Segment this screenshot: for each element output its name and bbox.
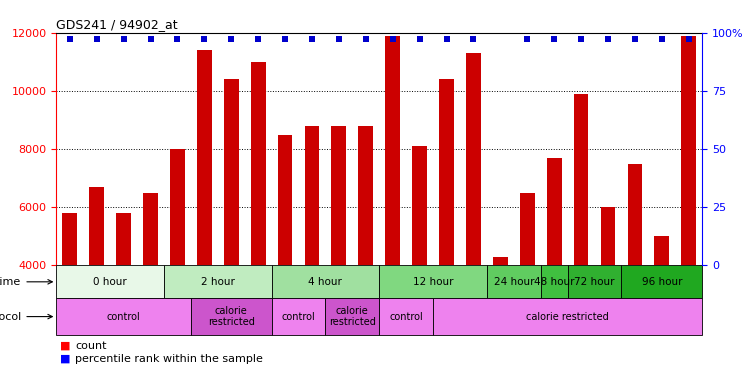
Text: ■: ■	[60, 354, 71, 364]
Bar	[251, 62, 266, 366]
Bar	[379, 265, 487, 298]
Text: control: control	[282, 311, 315, 322]
Bar	[170, 149, 185, 366]
Bar	[622, 265, 702, 298]
Text: ■: ■	[60, 341, 71, 351]
Text: calorie restricted: calorie restricted	[526, 311, 609, 322]
Text: 2 hour: 2 hour	[201, 277, 235, 287]
Bar	[487, 265, 541, 298]
Bar	[272, 265, 379, 298]
Bar	[278, 135, 292, 366]
Bar	[325, 298, 379, 335]
Bar	[628, 164, 642, 366]
Bar	[547, 158, 562, 366]
Bar	[433, 298, 702, 335]
Text: GDS241 / 94902_at: GDS241 / 94902_at	[56, 18, 178, 31]
Bar	[466, 53, 481, 366]
Bar	[601, 207, 615, 366]
Bar	[568, 265, 622, 298]
Text: percentile rank within the sample: percentile rank within the sample	[75, 354, 263, 364]
Bar	[89, 187, 104, 366]
Bar	[272, 298, 325, 335]
Text: 12 hour: 12 hour	[413, 277, 454, 287]
Bar	[493, 257, 508, 366]
Bar	[56, 265, 164, 298]
Bar	[164, 265, 272, 298]
Bar	[143, 193, 158, 366]
Text: calorie
restricted: calorie restricted	[208, 306, 255, 328]
Text: 24 hour: 24 hour	[493, 277, 534, 287]
Bar	[541, 265, 568, 298]
Bar	[305, 126, 319, 366]
Bar	[681, 36, 696, 366]
Bar	[62, 213, 77, 366]
Bar	[224, 79, 239, 366]
Bar	[574, 94, 589, 366]
Text: 4 hour: 4 hour	[309, 277, 342, 287]
Text: time: time	[0, 277, 53, 287]
Bar	[379, 298, 433, 335]
Text: control: control	[389, 311, 423, 322]
Bar	[439, 79, 454, 366]
Bar	[197, 51, 212, 366]
Bar	[331, 126, 346, 366]
Bar	[385, 36, 400, 366]
Bar	[191, 298, 272, 335]
Text: 72 hour: 72 hour	[575, 277, 615, 287]
Text: 48 hour: 48 hour	[534, 277, 575, 287]
Text: 96 hour: 96 hour	[641, 277, 682, 287]
Bar	[56, 298, 191, 335]
Text: protocol: protocol	[0, 311, 53, 322]
Text: count: count	[75, 341, 107, 351]
Text: 0 hour: 0 hour	[93, 277, 127, 287]
Bar	[412, 146, 427, 366]
Bar	[116, 213, 131, 366]
Text: control: control	[107, 311, 140, 322]
Bar	[358, 126, 373, 366]
Bar	[520, 193, 535, 366]
Text: calorie
restricted: calorie restricted	[329, 306, 376, 328]
Bar	[654, 236, 669, 366]
